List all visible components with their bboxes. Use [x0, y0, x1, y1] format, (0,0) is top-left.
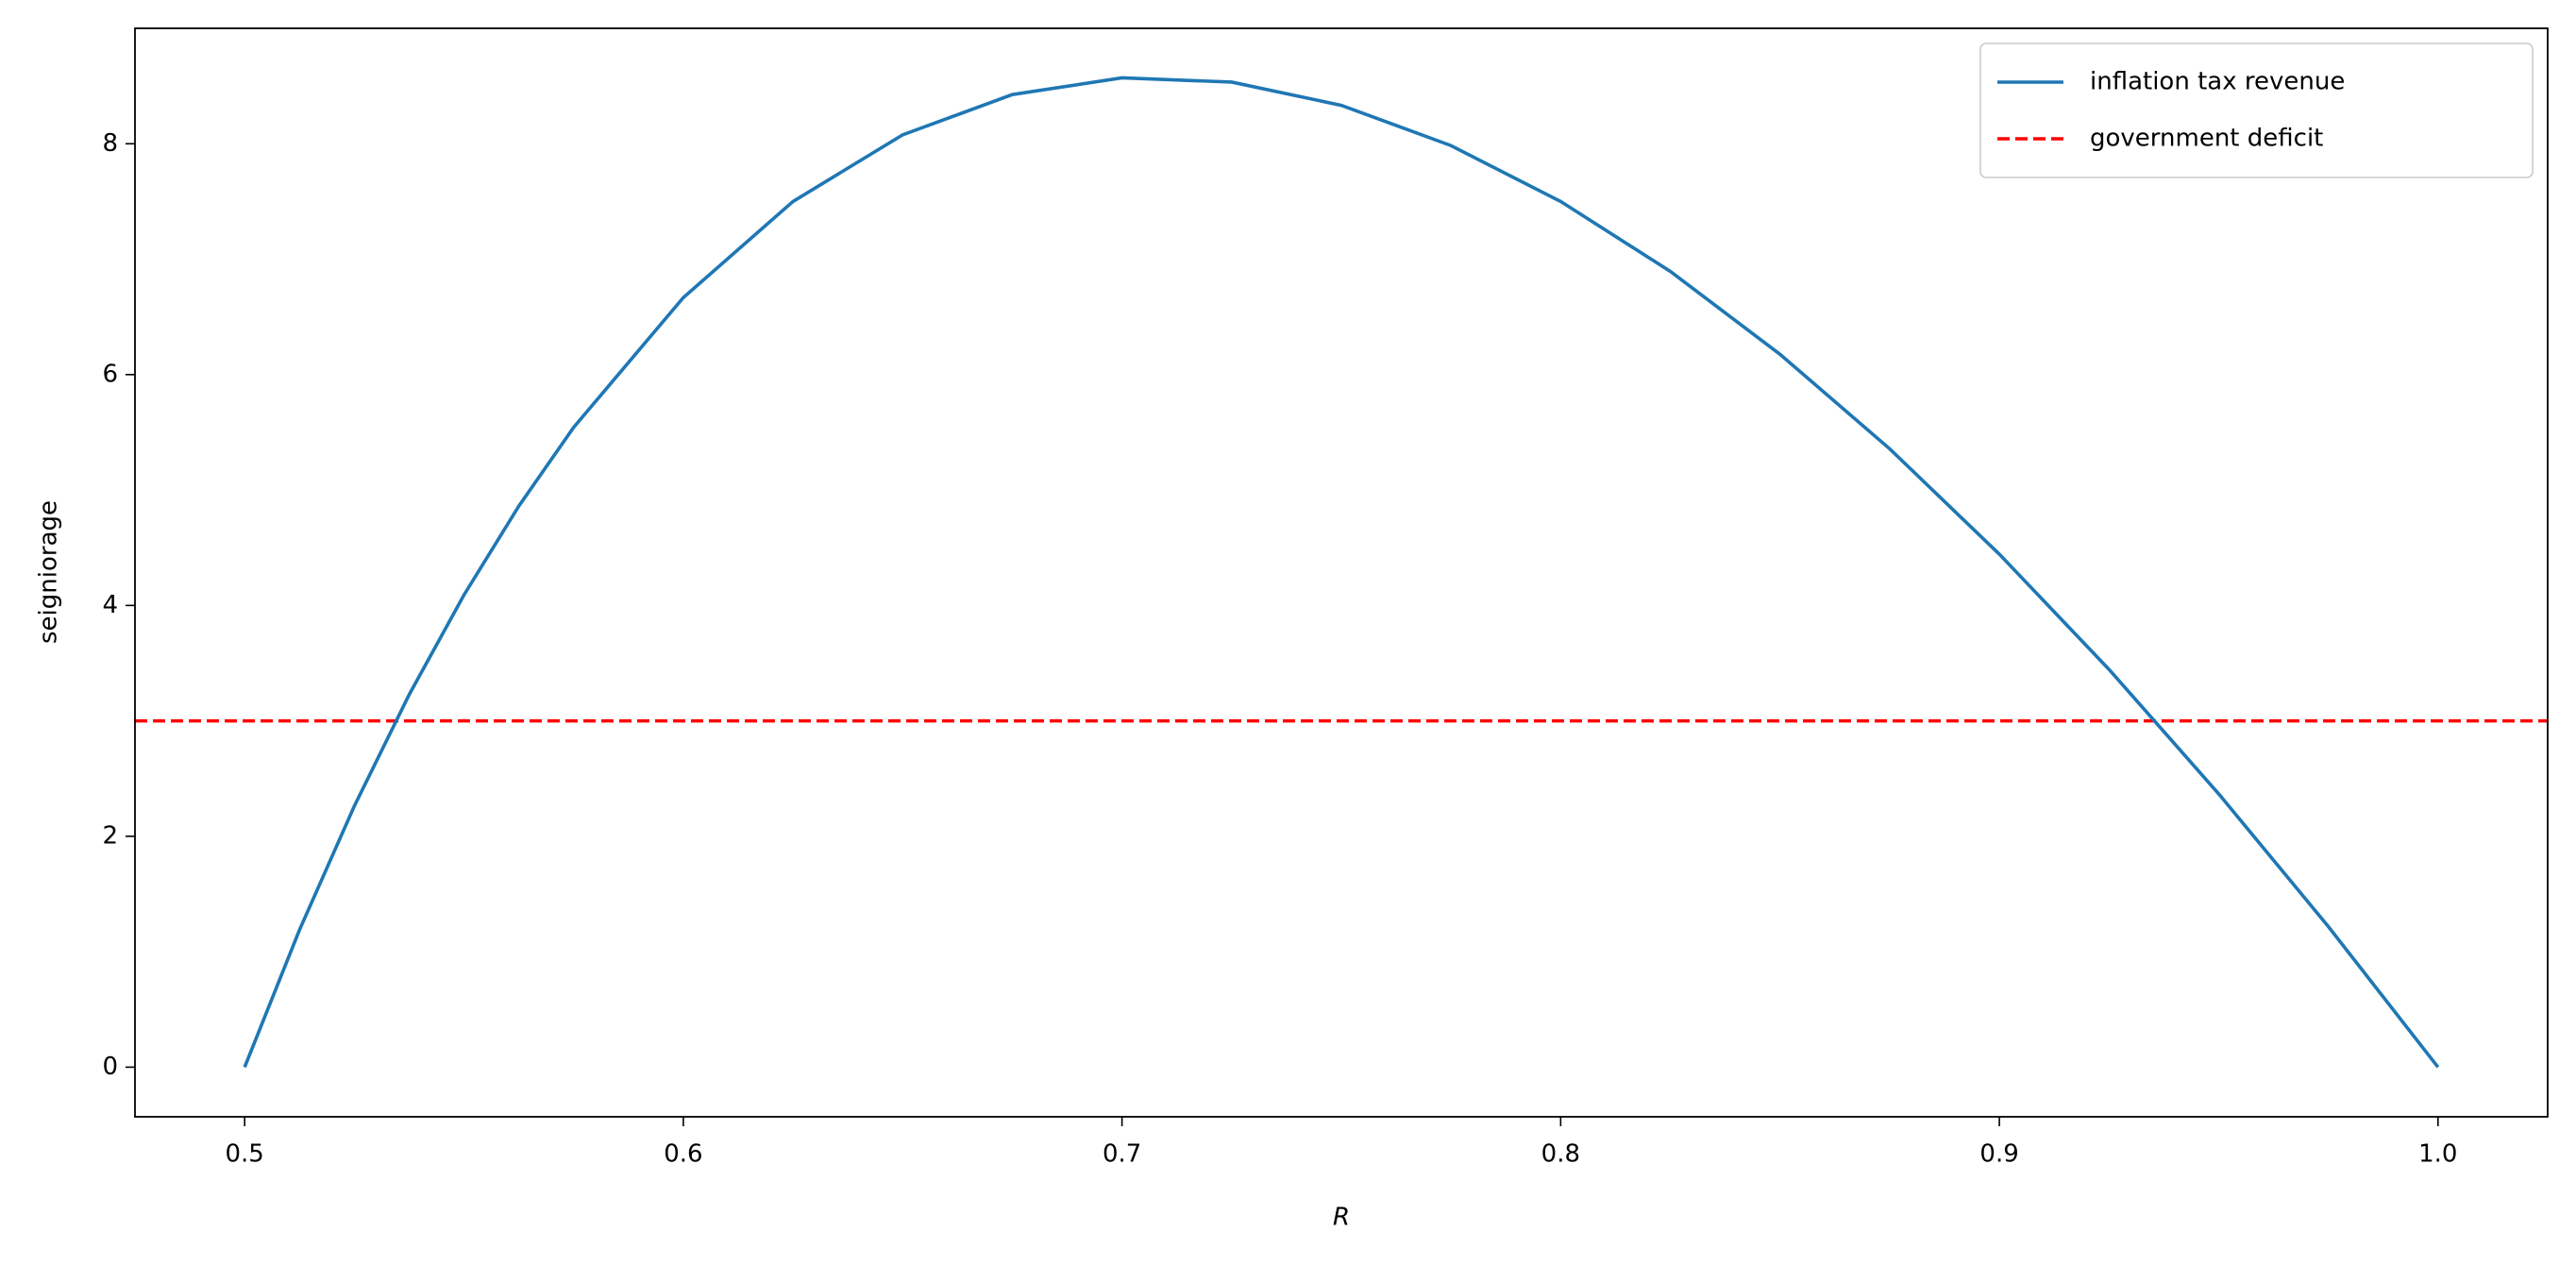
y-tick-label: 0	[102, 1053, 118, 1081]
y-tick-label: 8	[102, 129, 118, 158]
y-tick-label: 4	[102, 591, 118, 619]
x-tick-label: 0.7	[1103, 1140, 1141, 1169]
y-axis-label: seigniorage	[35, 500, 63, 644]
legend-box	[1979, 42, 2534, 178]
y-tick-label: 6	[102, 360, 118, 388]
x-tick-label: 0.9	[1979, 1140, 2018, 1169]
x-axis-label: R	[1333, 1204, 1350, 1232]
y-tick-label: 2	[102, 821, 118, 850]
x-tick-label: 0.6	[664, 1140, 702, 1169]
x-tick-label: 0.5	[226, 1140, 264, 1169]
legend-label: government deficit	[2090, 125, 2323, 153]
legend-label: inflation tax revenue	[2090, 68, 2345, 96]
x-tick-label: 0.8	[1541, 1140, 1580, 1169]
x-tick-label: 1.0	[2418, 1140, 2457, 1169]
line-series	[243, 76, 2440, 1069]
plot-frame	[134, 27, 2549, 1118]
